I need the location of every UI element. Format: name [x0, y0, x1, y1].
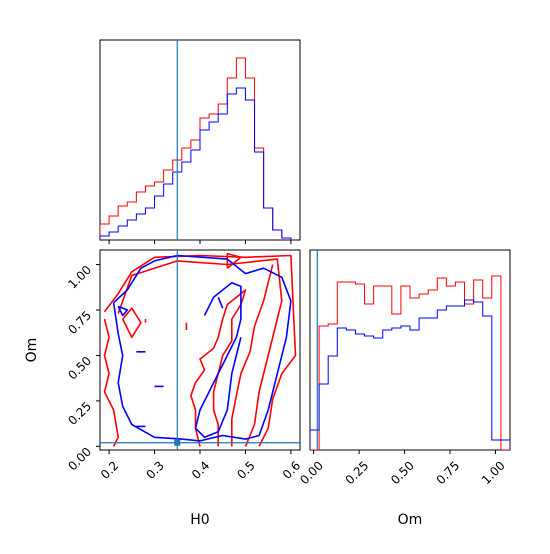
h0-histogram-series-red — [100, 57, 292, 240]
h0-om-contour-panel: 0.2 0.3 0.4 0.5 0.6 0.000.250.500.751.00 — [65, 249, 303, 482]
h0-x-tick-label: 0.5 — [234, 458, 257, 481]
h0-histogram-panel — [99, 39, 301, 244]
om-y-tick-label: 0.00 — [65, 445, 94, 474]
om-histogram-series-red — [310, 275, 510, 450]
om-x-tick-label: 0.25 — [343, 458, 372, 487]
contour-blue — [112, 254, 292, 442]
om-x-tick-label: 0.50 — [388, 458, 417, 487]
contour-red — [231, 264, 274, 447]
contour-blue — [117, 305, 129, 317]
om-y-tick-label: 1.00 — [65, 263, 94, 292]
om-x-tick-label: 0.00 — [297, 458, 326, 487]
om-y-tick-label: 0.25 — [65, 399, 94, 428]
om-x-tick-label: 1.00 — [479, 458, 508, 487]
y-axis-label-om: Om — [24, 338, 40, 363]
x-axis-label-h0: H0 — [190, 512, 209, 528]
h0-x-tick-label: 0.4 — [189, 458, 212, 481]
contour-red — [103, 318, 119, 447]
h0-x-tick-label: 0.2 — [98, 458, 121, 481]
om-histogram-panel: 0.00 0.25 0.50 0.75 1.00 — [297, 249, 511, 487]
om-histogram-series-blue — [310, 299, 510, 450]
contour-red — [117, 258, 283, 447]
om-histogram-frame — [309, 249, 511, 451]
truth-marker — [174, 439, 181, 446]
contour-red — [226, 252, 242, 269]
om-y-tick-label: 0.75 — [65, 308, 94, 337]
contour-blue — [217, 296, 224, 309]
contour-red — [103, 254, 297, 447]
om-y-tick-label: 0.50 — [65, 354, 94, 383]
x-axis-label-om: Om — [398, 512, 423, 528]
h0-x-tick-label: 0.3 — [143, 458, 166, 481]
om-x-tick-label: 0.75 — [434, 458, 463, 487]
h0-histogram-series-blue — [100, 87, 292, 240]
contour-red — [190, 289, 247, 447]
contour-red — [121, 307, 142, 339]
contour-blue — [194, 281, 242, 439]
